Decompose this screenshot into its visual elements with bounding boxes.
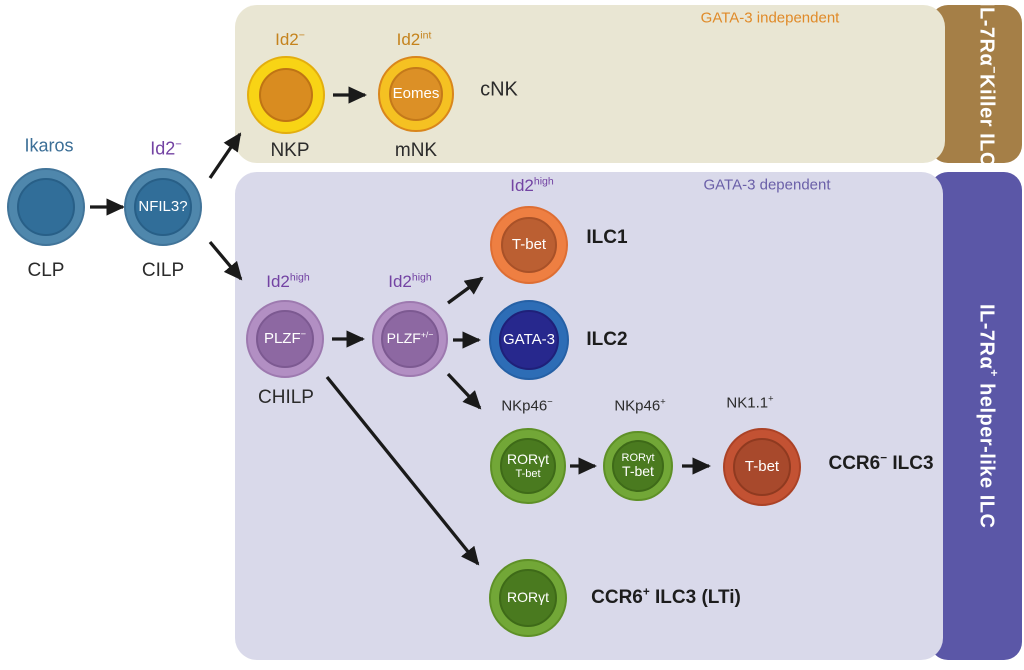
helper-ilc-tab: IL-7Rα+ helper-like ILC	[930, 172, 1022, 660]
nk11pos-label: NK1.1+	[726, 393, 774, 412]
cnk-label: cNK	[480, 78, 518, 101]
id2int-mnk-label: Id2int	[396, 29, 432, 49]
gata3-dependent-header: GATA-3 dependent	[703, 176, 831, 194]
clp-cell	[7, 168, 85, 246]
mnk-label: mNK	[394, 140, 438, 161]
id2neg-nkp-label: Id2−	[275, 29, 305, 49]
clp-label: CLP	[27, 260, 65, 281]
chilp-cell: PLZF−	[246, 300, 324, 378]
ilc3-nkp46pos-cell: RORγt T-bet	[603, 431, 673, 501]
cilp-label: CILP	[141, 260, 185, 281]
cilp-cell: NFIL3?	[124, 168, 202, 246]
killer-ilc-tab-label: IL-7Rα− Killer ILC	[975, 1, 1002, 167]
gata3-independent-header: GATA-3 independent	[700, 9, 840, 27]
ccr6pos-ilc3-label: CCR6+ ILC3 (LTi)	[591, 585, 741, 608]
ccr6neg-ilc3-label: CCR6− ILC3	[828, 451, 934, 474]
ilc3-nkp46neg-cell: RORγt T-bet	[490, 428, 566, 504]
nkp-cell	[247, 56, 325, 134]
id2high-ilc1-label: Id2high	[510, 175, 554, 195]
ikaros-label: Ikaros	[24, 135, 74, 156]
ilc2-cell: GATA-3	[489, 300, 569, 380]
id2high-chilp-label: Id2high	[266, 271, 310, 291]
ilc2-label: ILC2	[586, 329, 628, 350]
mnk-cell: Eomes	[378, 56, 454, 132]
helper-ilc-tab-label: IL-7Rα+ helper-like ILC	[975, 303, 1002, 529]
chilp-label: CHILP	[258, 387, 314, 408]
nkp-label: NKP	[270, 140, 310, 161]
killer-ilc-tab: IL-7Rα− Killer ILC	[930, 1, 1022, 167]
nkp46neg-label: NKp46−	[501, 396, 553, 415]
ilc1-cell: T-bet	[490, 206, 568, 284]
id2high-plzf-label: Id2high	[388, 271, 432, 291]
ilc1-label: ILC1	[586, 227, 628, 248]
ccr6pos-ilc3-cell: RORγt	[489, 559, 567, 637]
nkp46pos-label: NKp46+	[614, 396, 666, 415]
ilc3-nk11-cell: T-bet	[723, 428, 801, 506]
plzf-cell: PLZF+/−	[372, 301, 448, 377]
gata3-independent-panel	[235, 5, 945, 163]
id2neg-cilp-label: Id2−	[150, 138, 182, 159]
